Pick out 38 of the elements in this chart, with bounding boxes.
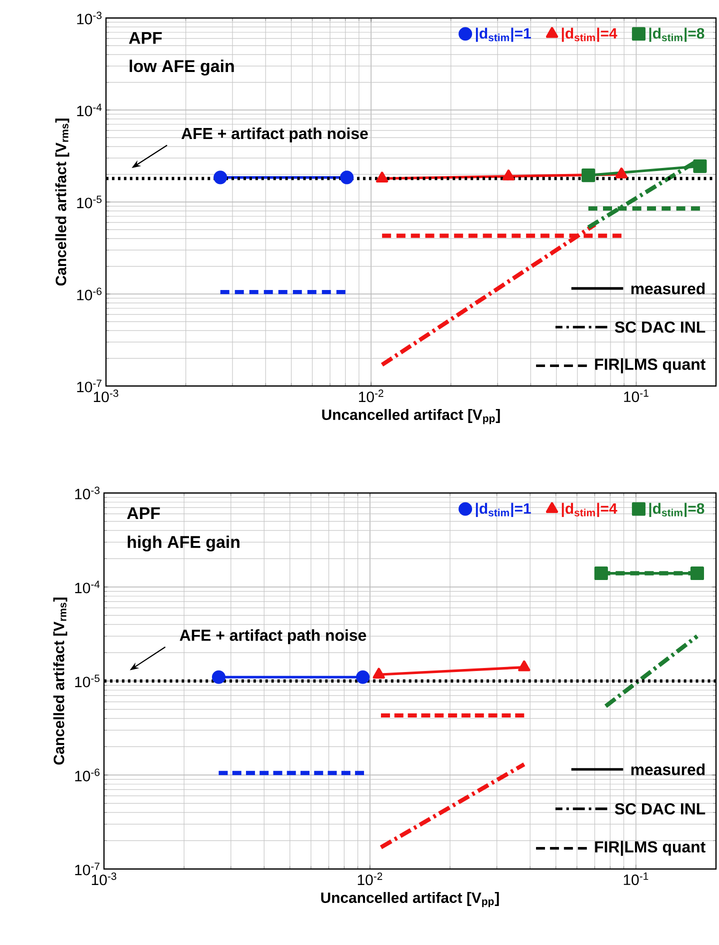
y-tick-label: 10$^{-5}$: [75, 674, 100, 688]
y-tick-label: 10$^{-7}$: [77, 380, 102, 392]
y-tick-label: 10$^{-5}$: [77, 196, 102, 208]
x-tick-label: 10$^{-3}$: [94, 390, 118, 402]
legend-label: |d$_{stim}$|=4: [562, 28, 618, 42]
legend-label: |d$_{stim}$|=1: [476, 28, 531, 42]
annotation: low AFE gain: [130, 60, 234, 76]
x-axis-title: Uncancelled artifact [V$_{pp}$]: [322, 409, 500, 424]
legend-label: |d$_{stim}$|=4: [562, 502, 618, 517]
y-tick-label: 10$^{-3}$: [77, 12, 102, 24]
x-tick-label: 10$^{-2}$: [358, 872, 382, 886]
annotation: SC DAC INL: [614, 803, 706, 814]
annotation: SC DAC INL: [614, 321, 706, 333]
y-tick-label: 10$^{-6}$: [75, 768, 100, 782]
y-tick-label: 10$^{-4}$: [75, 580, 100, 594]
legend-label: |d$_{stim}$|=8: [649, 28, 704, 42]
ref-line-label: AFE + artifact path noise: [181, 127, 368, 142]
y-tick-label: 10$^{-3}$: [75, 486, 100, 500]
y-axis-title: Cancelled artifact [V$_{rms}$]: [55, 118, 70, 286]
annotation: measured: [631, 764, 705, 776]
y-axis-title: Cancelled artifact [V$_{rms}$]: [53, 598, 68, 765]
ref-line-label: AFE + artifact path noise: [180, 629, 366, 644]
legend-label: |d$_{stim}$|=1: [476, 502, 531, 517]
annotation: FIR|LMS quant: [595, 840, 706, 856]
legend-label: |d$_{stim}$|=8: [649, 502, 704, 517]
x-axis-title: Uncancelled artifact [V$_{pp}$]: [321, 892, 499, 908]
y-tick-label: 10$^{-7}$: [75, 862, 100, 876]
y-tick-label: 10$^{-4}$: [77, 104, 102, 116]
annotation: APF: [128, 32, 162, 44]
annotation: high AFE gain: [128, 536, 240, 552]
y-tick-label: 10$^{-6}$: [77, 288, 102, 300]
x-tick-label: 10$^{-2}$: [359, 390, 384, 402]
annotation: FIR|LMS quant: [595, 358, 706, 374]
x-tick-label: 10$^{-1}$: [624, 872, 648, 886]
annotation: APF: [127, 507, 160, 520]
x-tick-label: 10$^{-1}$: [624, 390, 648, 402]
x-tick-label: 10$^{-3}$: [92, 872, 116, 886]
annotation: measured: [631, 282, 705, 294]
